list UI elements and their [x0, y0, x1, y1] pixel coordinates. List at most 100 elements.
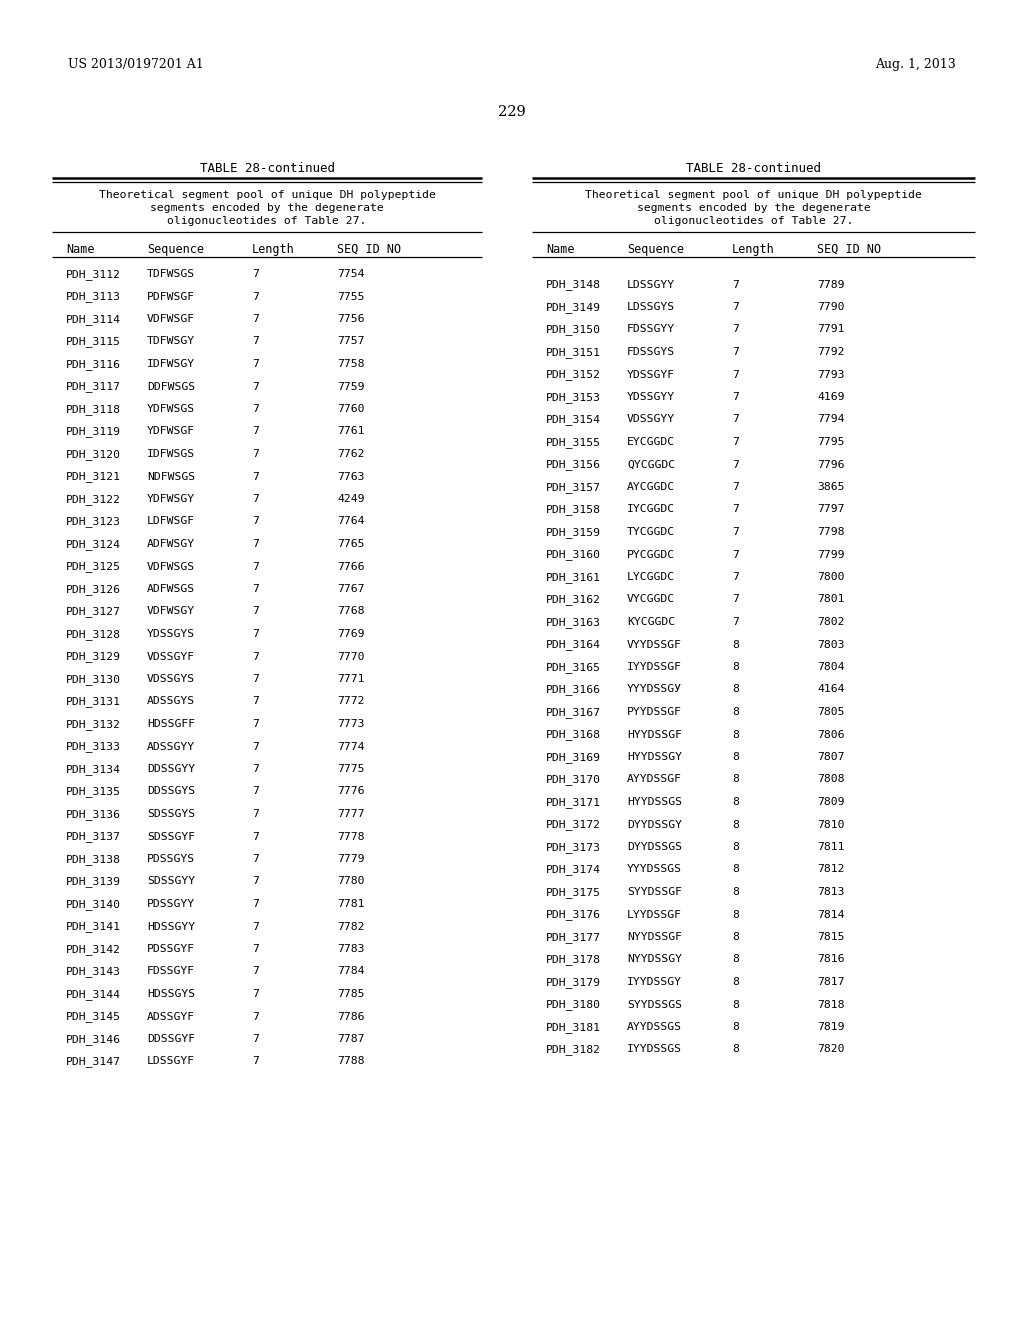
Text: PDH_3173: PDH_3173: [546, 842, 601, 853]
Text: PDH_3119: PDH_3119: [66, 426, 121, 437]
Text: 7764: 7764: [337, 516, 365, 527]
Text: IYYDSSGF: IYYDSSGF: [627, 663, 682, 672]
Text: 7: 7: [732, 549, 739, 560]
Text: SYYDSSGS: SYYDSSGS: [627, 999, 682, 1010]
Text: PDH_3117: PDH_3117: [66, 381, 121, 392]
Text: PDH_3118: PDH_3118: [66, 404, 121, 414]
Text: 7: 7: [252, 899, 259, 909]
Text: PDH_3146: PDH_3146: [66, 1034, 121, 1045]
Text: PDH_3140: PDH_3140: [66, 899, 121, 909]
Text: 7774: 7774: [337, 742, 365, 751]
Text: PDH_3153: PDH_3153: [546, 392, 601, 403]
Text: Name: Name: [66, 243, 94, 256]
Text: PDH_3152: PDH_3152: [546, 370, 601, 380]
Text: 7772: 7772: [337, 697, 365, 706]
Text: PDH_3170: PDH_3170: [546, 775, 601, 785]
Text: NDFWSGS: NDFWSGS: [147, 471, 196, 482]
Text: 7786: 7786: [337, 1011, 365, 1022]
Text: SDSSGYY: SDSSGYY: [147, 876, 196, 887]
Text: TYCGGDC: TYCGGDC: [627, 527, 675, 537]
Text: 7794: 7794: [817, 414, 845, 425]
Text: 7: 7: [252, 583, 259, 594]
Text: 7781: 7781: [337, 899, 365, 909]
Text: 7789: 7789: [817, 280, 845, 289]
Text: 7778: 7778: [337, 832, 365, 842]
Text: 7: 7: [252, 944, 259, 954]
Text: SEQ ID NO: SEQ ID NO: [337, 243, 401, 256]
Text: 7: 7: [732, 347, 739, 356]
Text: 7790: 7790: [817, 302, 845, 312]
Text: 8: 8: [732, 977, 739, 987]
Text: YDSSGYF: YDSSGYF: [627, 370, 675, 380]
Text: ADFWSGY: ADFWSGY: [147, 539, 196, 549]
Text: 7: 7: [732, 594, 739, 605]
Text: 7793: 7793: [817, 370, 845, 380]
Text: YYYDSSGS: YYYDSSGS: [627, 865, 682, 874]
Text: PDH_3126: PDH_3126: [66, 583, 121, 595]
Text: 7819: 7819: [817, 1022, 845, 1032]
Text: PDH_3112: PDH_3112: [66, 269, 121, 280]
Text: 7815: 7815: [817, 932, 845, 942]
Text: PDH_3123: PDH_3123: [66, 516, 121, 528]
Text: 7806: 7806: [817, 730, 845, 739]
Text: PDH_3114: PDH_3114: [66, 314, 121, 325]
Text: PDH_3132: PDH_3132: [66, 719, 121, 730]
Text: SDSSGYF: SDSSGYF: [147, 832, 196, 842]
Text: PDH_3151: PDH_3151: [546, 347, 601, 358]
Text: 7805: 7805: [817, 708, 845, 717]
Text: 7: 7: [252, 742, 259, 751]
Text: DDSSGYF: DDSSGYF: [147, 1034, 196, 1044]
Text: 7: 7: [252, 764, 259, 774]
Text: 7818: 7818: [817, 999, 845, 1010]
Text: 7: 7: [732, 414, 739, 425]
Text: SYYDSSGF: SYYDSSGF: [627, 887, 682, 898]
Text: PDH_3134: PDH_3134: [66, 764, 121, 775]
Text: 7: 7: [252, 719, 259, 729]
Text: IYCGGDC: IYCGGDC: [627, 504, 675, 515]
Text: 7797: 7797: [817, 504, 845, 515]
Text: 7768: 7768: [337, 606, 365, 616]
Text: VDSSGYY: VDSSGYY: [627, 414, 675, 425]
Text: PDH_3142: PDH_3142: [66, 944, 121, 954]
Text: 7767: 7767: [337, 583, 365, 594]
Text: PDH_3163: PDH_3163: [546, 616, 601, 628]
Text: 8: 8: [732, 1022, 739, 1032]
Text: LDSSGYY: LDSSGYY: [627, 280, 675, 289]
Text: 8: 8: [732, 865, 739, 874]
Text: 7: 7: [732, 392, 739, 403]
Text: TABLE 28-continued: TABLE 28-continued: [200, 162, 335, 176]
Text: 7811: 7811: [817, 842, 845, 851]
Text: 7: 7: [732, 572, 739, 582]
Text: 7779: 7779: [337, 854, 365, 865]
Text: 8: 8: [732, 1044, 739, 1055]
Text: 7800: 7800: [817, 572, 845, 582]
Text: PDH_3148: PDH_3148: [546, 280, 601, 290]
Text: 7: 7: [252, 675, 259, 684]
Text: 4164: 4164: [817, 685, 845, 694]
Text: DDSSGYY: DDSSGYY: [147, 764, 196, 774]
Text: HYYDSSGY: HYYDSSGY: [627, 752, 682, 762]
Text: 8: 8: [732, 775, 739, 784]
Text: PYYDSSGF: PYYDSSGF: [627, 708, 682, 717]
Text: 7754: 7754: [337, 269, 365, 279]
Text: 7771: 7771: [337, 675, 365, 684]
Text: LYYDSSGF: LYYDSSGF: [627, 909, 682, 920]
Text: HYYDSSGS: HYYDSSGS: [627, 797, 682, 807]
Text: US 2013/0197201 A1: US 2013/0197201 A1: [68, 58, 204, 71]
Text: 7: 7: [732, 459, 739, 470]
Text: PDH_3138: PDH_3138: [66, 854, 121, 865]
Text: PDH_3124: PDH_3124: [66, 539, 121, 550]
Text: PDH_3157: PDH_3157: [546, 482, 601, 492]
Text: LDSSGYS: LDSSGYS: [627, 302, 675, 312]
Text: NYYDSSGF: NYYDSSGF: [627, 932, 682, 942]
Text: 7: 7: [252, 876, 259, 887]
Text: 7: 7: [252, 921, 259, 932]
Text: AYYDSSGS: AYYDSSGS: [627, 1022, 682, 1032]
Text: PDH_3129: PDH_3129: [66, 652, 121, 663]
Text: FDSSGYF: FDSSGYF: [147, 966, 196, 977]
Text: YDSSGYY: YDSSGYY: [627, 392, 675, 403]
Text: PDH_3162: PDH_3162: [546, 594, 601, 606]
Text: 7796: 7796: [817, 459, 845, 470]
Text: 7813: 7813: [817, 887, 845, 898]
Text: 4249: 4249: [337, 494, 365, 504]
